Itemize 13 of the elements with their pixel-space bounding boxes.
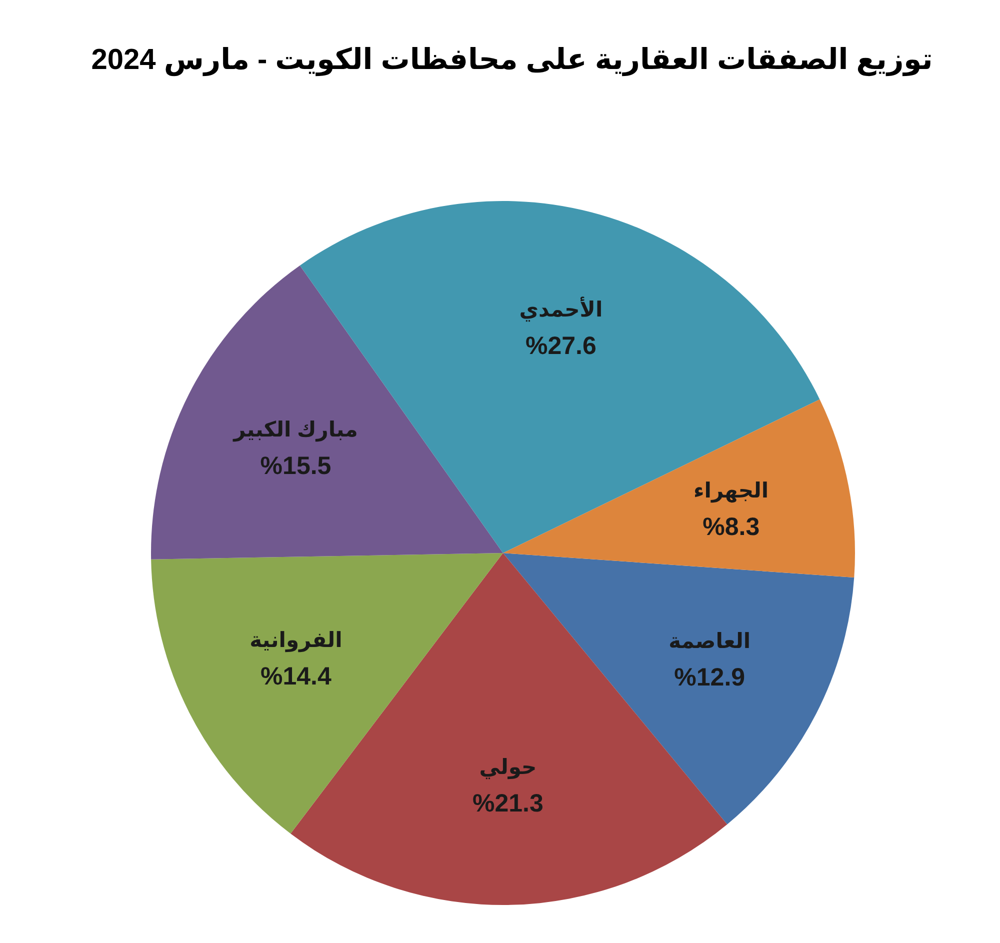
- data-label: %8.3: [702, 512, 760, 541]
- slice-label: حولي: [479, 756, 537, 780]
- slice-label: الفروانية: [250, 628, 342, 653]
- data-label: %12.9: [674, 663, 746, 692]
- slice-label: العاصمة: [668, 630, 751, 653]
- chart-title: توزيع الصفقات العقارية على محافظات الكويت - مارس 2024: [90, 43, 934, 78]
- slice-label: مبارك الكبير: [232, 418, 358, 443]
- data-label: %21.3: [472, 789, 544, 818]
- slice-label: الجهراء: [694, 479, 769, 504]
- data-label: %14.4: [260, 662, 332, 690]
- slice-label: الأحمدي: [519, 296, 603, 323]
- data-label: %15.5: [260, 452, 332, 480]
- data-label: %27.6: [525, 332, 596, 360]
